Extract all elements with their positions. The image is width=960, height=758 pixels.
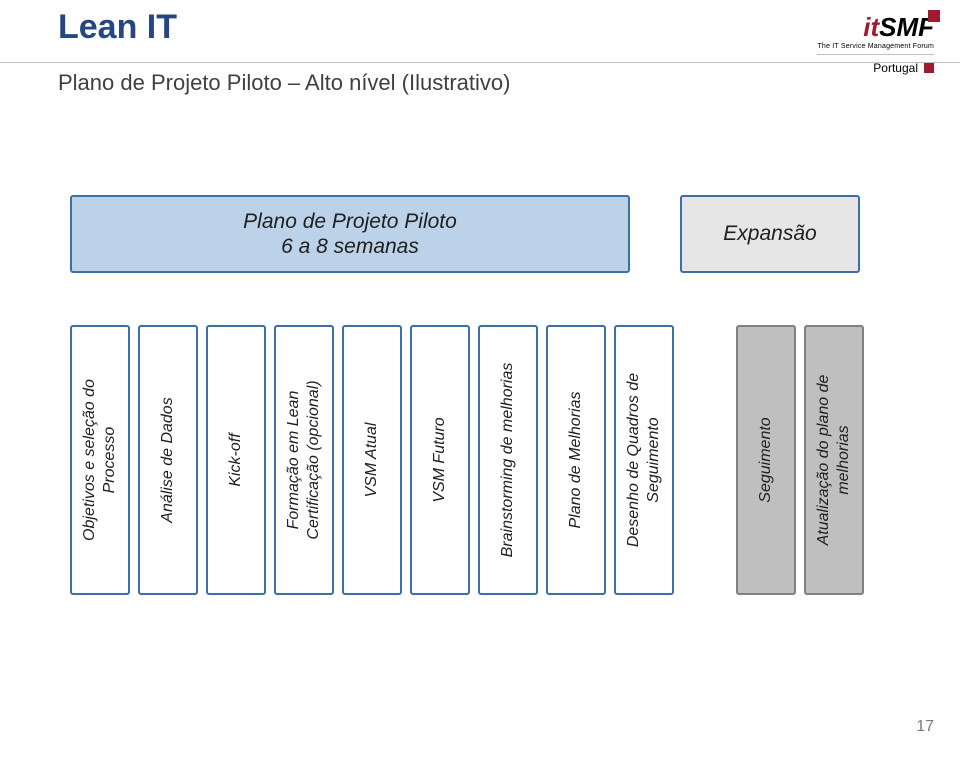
logo-smf: SMF (879, 12, 934, 42)
phase-expansion-label: Expansão (723, 221, 816, 246)
logo-divider (817, 54, 934, 55)
column-analise: Análise de Dados (138, 325, 198, 595)
column-label: VSM Futuro (430, 417, 450, 502)
logo-tagline: The IT Service Management Forum (817, 43, 934, 50)
phase-plan-line1: Plano de Projeto Piloto (243, 209, 457, 234)
column-group-gap (682, 325, 728, 595)
column-label: Kick-off (226, 433, 246, 486)
column-label: Objetivos e seleção doProcesso (80, 379, 120, 541)
column-label: Formação em LeanCertificação (opcional) (284, 380, 324, 539)
column-label: Brainstorming de melhorias (498, 363, 518, 558)
column-plano-melhorias: Plano de Melhorias (546, 325, 606, 595)
column-vsm-futuro: VSM Futuro (410, 325, 470, 595)
logo-country: Portugal (873, 61, 918, 75)
logo-accent-icon (928, 10, 940, 22)
title-underline (0, 62, 960, 63)
column-formacao: Formação em LeanCertificação (opcional) (274, 325, 334, 595)
itsmf-logo: itSMF The IT Service Management Forum Po… (817, 14, 934, 75)
column-vsm-atual: VSM Atual (342, 325, 402, 595)
slide-title: Lean IT (58, 8, 177, 47)
logo-square-icon (924, 63, 934, 73)
column-seguimento: Seguimento (736, 325, 796, 595)
phase-plan-line2: 6 a 8 semanas (281, 234, 419, 259)
column-brainstorming: Brainstorming de melhorias (478, 325, 538, 595)
column-label: Análise de Dados (158, 397, 178, 522)
logo-it: it (863, 12, 879, 42)
column-kickoff: Kick-off (206, 325, 266, 595)
slide-subtitle: Plano de Projeto Piloto – Alto nível (Il… (58, 70, 510, 96)
slide: Lean IT Plano de Projeto Piloto – Alto n… (0, 0, 960, 758)
column-quadros: Desenho de Quadros deSeguimento (614, 325, 674, 595)
phase-row: Plano de Projeto Piloto 6 a 8 semanas Ex… (70, 195, 860, 273)
column-label: Atualização do plano demelhorias (814, 375, 854, 546)
column-label: Plano de Melhorias (566, 392, 586, 529)
columns-row: Objetivos e seleção doProcesso Análise de… (70, 325, 864, 595)
phase-expansion-box: Expansão (680, 195, 860, 273)
column-atualizacao: Atualização do plano demelhorias (804, 325, 864, 595)
column-objetivos: Objetivos e seleção doProcesso (70, 325, 130, 595)
logo-main: itSMF (863, 14, 934, 40)
column-label: Desenho de Quadros deSeguimento (624, 373, 664, 547)
column-label: VSM Atual (362, 423, 382, 498)
column-label: Seguimento (756, 417, 776, 502)
phase-plan-box: Plano de Projeto Piloto 6 a 8 semanas (70, 195, 630, 273)
page-number: 17 (916, 718, 934, 736)
logo-country-row: Portugal (817, 61, 934, 75)
